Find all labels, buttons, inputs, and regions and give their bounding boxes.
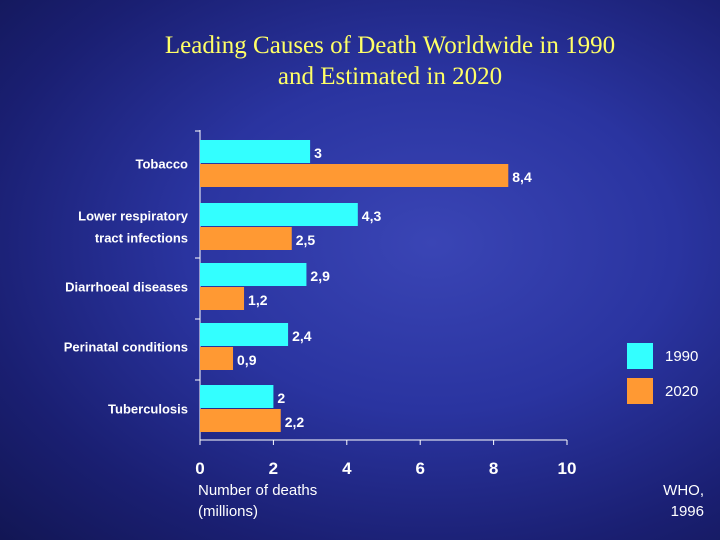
chart-title-line-1: Leading Causes of Death Worldwide in 199… [164,32,616,59]
category-label: Perinatal conditions [64,340,188,355]
x-tick-label: 2 [269,459,278,478]
chart-title: Leading Causes of Death Worldwide in 199… [40,30,720,92]
data-label-1990: 2 [277,390,285,406]
bar-2020 [200,347,234,370]
bar-2020 [200,409,281,432]
category-label: Tuberculosis [108,402,188,417]
data-label-2020: 1,2 [248,292,268,308]
category-label: Tobacco [136,157,189,172]
legend-swatch-1990 [627,343,653,369]
legend-label-1990: 1990 [665,347,699,365]
category-label: tract infections [95,231,188,246]
bar-1990 [200,323,289,346]
data-label-2020: 2,2 [285,414,305,430]
x-tick-label: 10 [558,459,577,478]
x-tick-label: 0 [195,459,204,478]
bar-2020 [200,287,245,310]
category-label: Lower respiratory [78,209,189,224]
data-label-1990: 4,3 [362,208,382,224]
chart-title-line-2: and Estimated in 2020 [277,63,503,90]
data-label-2020: 8,4 [512,169,532,185]
legend-label-2020: 2020 [665,382,699,400]
bar-1990 [200,140,311,163]
bar-1990 [200,385,274,408]
bar-2020 [200,227,292,250]
category-label: Diarrhoeal diseases [65,280,188,295]
data-label-1990: 3 [314,145,322,161]
x-tick-label: 6 [415,459,424,478]
data-label-1990: 2,4 [292,328,312,344]
data-label-2020: 0,9 [237,352,257,368]
x-tick-label: 8 [489,459,498,478]
legend-swatch-2020 [627,378,653,404]
legend-item-2020: 2020 [627,378,698,404]
legend-item-1990: 1990 [627,343,698,369]
bar-1990 [200,263,307,286]
data-label-1990: 2,9 [310,268,330,284]
source-note: WHO, 1996 [663,482,704,520]
x-tick-label: 4 [342,459,352,478]
bar-2020 [200,164,509,187]
bar-1990 [200,203,358,226]
data-label-2020: 2,5 [296,232,316,248]
x-axis-label: Number of deaths (millions) [198,482,318,520]
